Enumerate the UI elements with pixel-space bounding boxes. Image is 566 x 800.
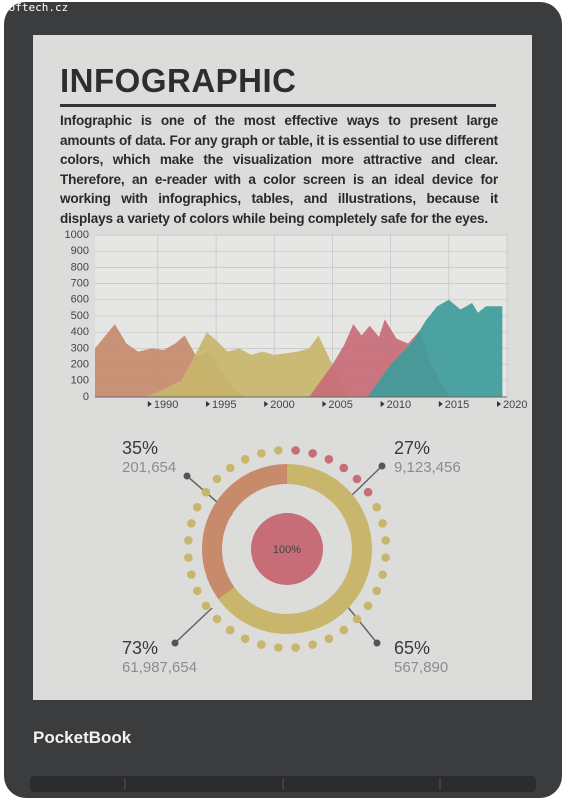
pointer-dot bbox=[378, 462, 386, 470]
ring-dot bbox=[324, 634, 334, 644]
ring-dot bbox=[274, 643, 283, 652]
ring-dot bbox=[184, 553, 193, 562]
pointer-dot bbox=[171, 639, 179, 647]
ring-dot bbox=[378, 570, 387, 579]
y-tick-label: 400 bbox=[71, 326, 89, 338]
ring-dot bbox=[274, 446, 283, 455]
y-tick-label: 0 bbox=[83, 391, 89, 403]
x-tick-label: 2020 bbox=[503, 399, 527, 411]
y-tick-label: 600 bbox=[71, 294, 89, 306]
y-tick-label: 200 bbox=[71, 359, 89, 371]
stat-percent: 73% bbox=[122, 638, 159, 658]
stat-number: 61,987,654 bbox=[122, 659, 198, 676]
ring-dot bbox=[192, 586, 202, 596]
y-tick-label: 1000 bbox=[65, 229, 89, 241]
ring-dot bbox=[192, 502, 202, 512]
paragraph: Infographic is one of the most effective… bbox=[60, 113, 498, 226]
ring-dot bbox=[291, 643, 300, 652]
x-tick-label: 1995 bbox=[212, 399, 236, 411]
stat-number: 9,123,456 bbox=[394, 459, 461, 476]
ring-dot bbox=[187, 570, 196, 579]
x-tick-label: 2005 bbox=[328, 399, 352, 411]
stat-percent: 27% bbox=[394, 438, 431, 458]
y-tick-label: 100 bbox=[71, 375, 89, 387]
ring-dot bbox=[352, 474, 362, 484]
ring-dot bbox=[378, 519, 387, 528]
ring-dot bbox=[201, 487, 211, 497]
brand-logo: PocketBook bbox=[33, 728, 132, 747]
title-rule bbox=[60, 104, 496, 107]
stat-number: 567,890 bbox=[394, 659, 449, 676]
y-tick-label: 700 bbox=[71, 278, 89, 290]
ring-dot bbox=[352, 614, 362, 624]
x-tick-label: 2000 bbox=[270, 399, 294, 411]
y-tick-label: 300 bbox=[71, 342, 89, 354]
ring-dot bbox=[381, 553, 390, 562]
x-tick-arrow bbox=[322, 401, 327, 407]
y-tick-label: 800 bbox=[71, 261, 89, 273]
area bbox=[367, 299, 503, 397]
ring-dot bbox=[225, 625, 235, 635]
stat-percent: 35% bbox=[122, 438, 159, 458]
ring-dot bbox=[372, 586, 382, 596]
ring-dot bbox=[291, 446, 300, 455]
area bbox=[146, 332, 350, 397]
ring-dot bbox=[212, 474, 222, 484]
ring-dot bbox=[257, 449, 266, 458]
x-tick-arrow bbox=[206, 401, 211, 407]
ring-dot bbox=[363, 601, 373, 611]
ring-dot bbox=[184, 536, 193, 545]
y-tick-label: 900 bbox=[71, 245, 89, 257]
area-chart: 0 100 200 300 400 500 600 700 800 900 1000 1990 1995… bbox=[65, 229, 528, 411]
ring-dot bbox=[372, 502, 382, 512]
watermark: Softech.cz bbox=[2, 1, 69, 14]
ring-dot bbox=[308, 449, 317, 458]
ring-dot bbox=[257, 640, 266, 649]
x-tick-arrow bbox=[380, 401, 385, 407]
pointer-line bbox=[349, 465, 383, 498]
ring-dot bbox=[240, 634, 250, 644]
center-circle bbox=[251, 513, 323, 585]
pointer-dot bbox=[183, 472, 191, 480]
ring-dot bbox=[381, 536, 390, 545]
pointer-line bbox=[346, 605, 378, 644]
ring-dot bbox=[308, 640, 317, 649]
x-tick-arrow bbox=[497, 401, 501, 407]
pointer-dot bbox=[373, 639, 381, 647]
donut: 100% bbox=[171, 446, 390, 652]
pointer-line bbox=[174, 607, 213, 644]
x-tick-label: 2010 bbox=[387, 399, 411, 411]
ring-dot bbox=[225, 463, 235, 473]
ring-dot bbox=[324, 454, 334, 464]
ring-dot bbox=[339, 625, 349, 635]
stat-percent: 65% bbox=[394, 638, 431, 658]
ring-dot bbox=[212, 614, 222, 624]
x-tick-arrow bbox=[438, 401, 443, 407]
title: INFOGRAPHIC bbox=[60, 62, 297, 99]
ring-dot bbox=[339, 463, 349, 473]
center-label: 100% bbox=[273, 544, 301, 556]
donut-segment bbox=[202, 464, 372, 634]
y-tick-label: 500 bbox=[71, 310, 89, 322]
stat-number: 201,654 bbox=[122, 459, 177, 476]
x-tick-label: 2015 bbox=[445, 399, 469, 411]
ring-dot bbox=[240, 454, 250, 464]
ring-dot bbox=[201, 601, 211, 611]
ring-dot bbox=[187, 519, 196, 528]
x-tick-label: 1990 bbox=[154, 399, 178, 411]
x-tick-arrow bbox=[264, 401, 269, 407]
x-tick-arrow bbox=[147, 401, 152, 407]
ring-dot bbox=[363, 487, 373, 497]
